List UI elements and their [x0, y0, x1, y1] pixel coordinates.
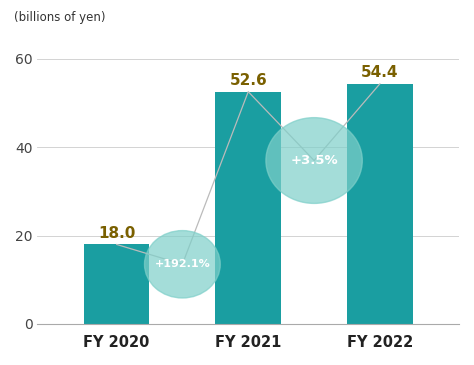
Text: +3.5%: +3.5%: [290, 154, 338, 167]
Ellipse shape: [145, 231, 220, 298]
Ellipse shape: [266, 118, 362, 203]
Text: (billions of yen): (billions of yen): [14, 11, 106, 24]
Bar: [215, 92, 281, 324]
Bar: [347, 84, 413, 324]
Text: 54.4: 54.4: [361, 65, 399, 80]
Text: +192.1%: +192.1%: [155, 259, 210, 269]
Text: 18.0: 18.0: [98, 226, 135, 241]
Text: 52.6: 52.6: [229, 73, 267, 88]
Bar: [83, 245, 149, 324]
